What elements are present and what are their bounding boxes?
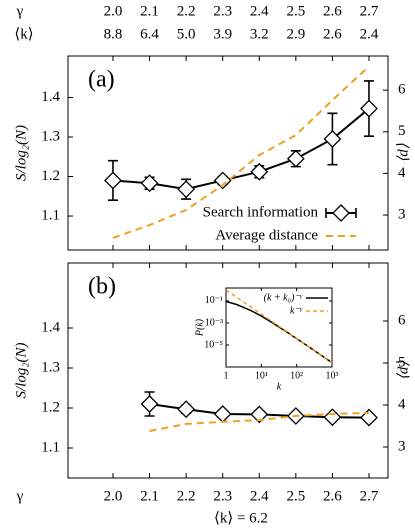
panel-label: (a) [88, 67, 115, 93]
k-label: 8.8 [104, 26, 123, 42]
x-tick-label: 10² [290, 370, 303, 381]
x-tick-label: 10³ [326, 370, 339, 381]
y2-tick-label: 4 [398, 165, 406, 181]
x2-tick-label: 2.1 [140, 3, 159, 19]
x-tick-label: 2.4 [250, 488, 269, 504]
y2-tick-label: 6 [398, 82, 406, 98]
x2-axis-label: γ [16, 3, 24, 19]
y2-axis-label: ⟨d⟩ [395, 143, 411, 162]
y-axis-label: S/log₂(N) [13, 342, 29, 398]
marker [177, 180, 196, 199]
y-tick-label: 1.3 [41, 359, 60, 375]
x-axis-label: k [277, 381, 282, 392]
x-tick-label: 2.1 [140, 488, 159, 504]
marker [140, 395, 159, 413]
y-tick-label: 10⁻³ [205, 317, 223, 328]
k-label: 3.9 [213, 26, 232, 42]
x2-tick-label: 2.4 [250, 3, 269, 19]
y2-tick-label: 5 [398, 123, 406, 139]
legend-swatch [325, 208, 357, 218]
marker [104, 171, 122, 190]
x2-tick-label: 2.5 [286, 3, 305, 19]
legend-label: k⁻ᵞ [290, 305, 303, 316]
x2-tick-label: 2.0 [104, 3, 123, 19]
k-label: 2.9 [286, 26, 305, 42]
x-tick-label: 2.2 [177, 488, 196, 504]
y-tick-label: 1.4 [41, 89, 60, 105]
x-axis-label: γ [16, 488, 24, 504]
y2-tick-label: 3 [398, 438, 406, 454]
series-line [226, 289, 332, 364]
series-line [112, 65, 370, 239]
y-tick-label: 1.3 [41, 128, 60, 144]
y-tick-label: 1.2 [41, 399, 60, 415]
y-tick-label: 1.1 [41, 439, 60, 455]
marker [177, 400, 196, 419]
subtitle: ⟨k⟩ = 6.2 [214, 510, 268, 526]
y2-tick-label: 5 [398, 354, 406, 370]
marker [140, 174, 159, 193]
marker [286, 149, 305, 168]
panel-label: (b) [88, 274, 116, 300]
k-label: 6.4 [140, 26, 159, 42]
k-label: 3.2 [250, 26, 269, 42]
marker [250, 162, 269, 181]
k-label: 2.4 [360, 26, 379, 42]
y-tick-label: 1.4 [41, 319, 60, 335]
y-axis-label: P(k) [194, 318, 205, 337]
y-tick-label: 10⁻⁵ [204, 339, 223, 350]
panel-frame [67, 55, 389, 251]
x2-tick-label: 2.3 [213, 3, 232, 19]
x2-tick-label: 2.2 [177, 3, 196, 19]
y2-axis-label: ⟨d⟩ [395, 361, 411, 380]
marker [323, 130, 342, 148]
x-tick-label: 2.5 [286, 488, 305, 504]
x-tick-label: 1 [224, 370, 229, 381]
k-label: 2.6 [323, 26, 342, 42]
series-line [149, 411, 370, 433]
y2-tick-label: 3 [398, 206, 406, 222]
marker [250, 405, 269, 424]
marker [360, 99, 378, 118]
y2-tick-label: 4 [398, 396, 406, 412]
k-label: 5.0 [177, 26, 196, 42]
legend-label: Search information [203, 204, 319, 220]
x-tick-label: 2.0 [104, 488, 123, 504]
y-tick-label: 10⁻¹ [205, 295, 223, 306]
k-axis-label: ⟨k⟩ [14, 26, 33, 42]
x-tick-label: 2.6 [323, 488, 342, 504]
x-tick-label: 10¹ [255, 370, 268, 381]
legend-label: Average distance [215, 227, 318, 243]
y-tick-label: 1.1 [41, 207, 60, 223]
x2-tick-label: 2.7 [360, 3, 379, 19]
y-axis-label: S/log₂(N) [13, 125, 29, 181]
legend-label: (k + k₀)⁻ᵞ [264, 292, 303, 303]
x-tick-label: 2.3 [213, 488, 232, 504]
marker [323, 408, 342, 427]
y2-tick-label: 6 [398, 312, 406, 328]
y-tick-label: 1.2 [41, 168, 60, 184]
x2-tick-label: 2.6 [323, 3, 342, 19]
marker [213, 171, 232, 190]
legend-swatch [332, 204, 350, 222]
x-tick-label: 2.7 [360, 488, 379, 504]
